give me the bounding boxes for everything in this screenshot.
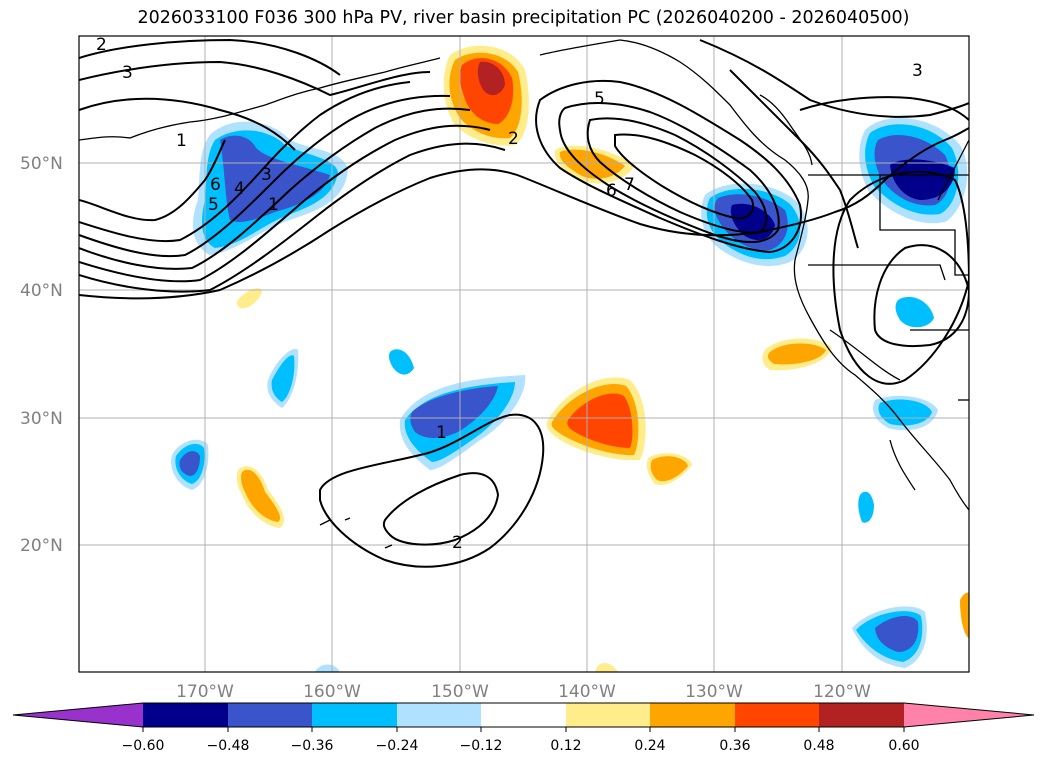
colorbar-segment bbox=[566, 703, 650, 727]
plot-frame bbox=[78, 35, 970, 673]
contour-label: 2 bbox=[452, 533, 463, 553]
lat-label: 50°N bbox=[20, 154, 63, 174]
colorbar-segment bbox=[143, 703, 228, 727]
precip-shading bbox=[171, 45, 969, 672]
colorbar-segment bbox=[228, 703, 312, 727]
colorbar-tick-label: −0.24 bbox=[376, 738, 419, 754]
colorbar-segment bbox=[735, 703, 819, 727]
contour-label: 4 bbox=[234, 179, 245, 199]
colorbar-segment bbox=[312, 703, 397, 727]
contour-label: 6 bbox=[606, 181, 617, 201]
colorbar-tick-label: 0.48 bbox=[803, 738, 834, 754]
contour-label: 1 bbox=[436, 423, 447, 443]
colorbar-tick-label: −0.36 bbox=[291, 738, 334, 754]
contour-label: 3 bbox=[122, 63, 133, 83]
colorbar-tick-label: −0.48 bbox=[207, 738, 250, 754]
colorbar-segment bbox=[819, 703, 904, 727]
contour-label: 5 bbox=[594, 89, 605, 109]
colorbar-segment bbox=[397, 703, 481, 727]
lon-label: 170°W bbox=[176, 682, 234, 702]
graticule bbox=[79, 36, 969, 672]
colorbar: −0.60 −0.48 −0.36 −0.24 −0.12 0.12 0.24 … bbox=[12, 702, 1035, 754]
map-title: 2026033100 F036 300 hPa PV, river basin … bbox=[137, 8, 910, 28]
colorbar-extend-low bbox=[13, 703, 143, 727]
colorbar-tick-label: −0.60 bbox=[122, 738, 165, 754]
contour-label: 6 bbox=[210, 175, 221, 195]
lon-label: 130°W bbox=[685, 682, 743, 702]
colorbar-tick-label: −0.12 bbox=[460, 738, 503, 754]
contour-label: 1 bbox=[268, 195, 279, 215]
contour-label: 3 bbox=[912, 61, 923, 81]
contour-label: 3 bbox=[261, 165, 272, 185]
contour-label: 7 bbox=[624, 175, 635, 195]
colorbar-extend-high bbox=[904, 703, 1034, 727]
lat-label: 20°N bbox=[20, 536, 63, 556]
colorbar-segment bbox=[481, 703, 566, 727]
longitude-labels: 170°W 160°W 150°W 140°W 130°W 120°W bbox=[176, 682, 871, 702]
lon-label: 160°W bbox=[303, 682, 361, 702]
latitude-labels: 50°N 40°N 30°N 20°N bbox=[20, 154, 63, 556]
lat-label: 40°N bbox=[20, 281, 63, 301]
contour-label: 2 bbox=[96, 35, 107, 55]
colorbar-tick-label: 0.36 bbox=[719, 738, 750, 754]
lat-label: 30°N bbox=[20, 409, 63, 429]
colorbar-tick-label: 0.60 bbox=[888, 738, 919, 754]
contour-label: 1 bbox=[176, 131, 187, 151]
colorbar-segment bbox=[650, 703, 735, 727]
lon-label: 120°W bbox=[813, 682, 871, 702]
pv-contours bbox=[79, 38, 969, 568]
lon-label: 140°W bbox=[558, 682, 616, 702]
contour-label: 5 bbox=[208, 195, 219, 215]
contour-labels: 2 3 1 6 5 4 3 1 2 5 6 7 3 1 2 bbox=[96, 35, 923, 553]
lon-label: 150°W bbox=[431, 682, 489, 702]
contour-label: 2 bbox=[508, 129, 519, 149]
colorbar-tick-label: 0.12 bbox=[550, 738, 581, 754]
colorbar-tick-label: 0.24 bbox=[634, 738, 665, 754]
